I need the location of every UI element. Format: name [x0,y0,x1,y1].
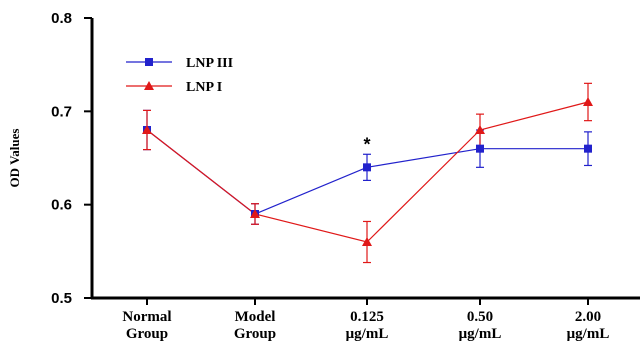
legend-label: LNP I [186,80,222,95]
x-tick-label: 0.125 [350,309,384,325]
x-tick-label: μg/mL [459,326,502,342]
x-tick-label: Model [235,309,276,325]
triangle-marker [362,237,372,246]
y-ticks: 0.5 0.6 0.7 0.8 [51,10,92,307]
square-marker [476,144,484,153]
x-tick-label: Normal [122,309,171,325]
significance-asterisk: * [363,135,370,155]
x-ticks: NormalGroupModelGroup0.125μg/mL0.50μg/mL… [122,298,609,342]
triangle-marker [583,97,593,106]
legend-label: LNP III [186,56,233,71]
square-marker [145,58,153,66]
y-tick-label: 0.8 [51,10,72,27]
triangle-marker [475,125,485,134]
y-tick-label: 0.7 [51,103,72,120]
triangle-marker [250,209,260,218]
x-tick-label: μg/mL [567,326,610,342]
square-marker [363,163,371,172]
legend: LNP III LNP I [126,56,233,95]
y-tick-label: 0.6 [51,197,72,214]
x-tick-label: 2.00 [575,309,601,325]
triangle-marker [144,81,154,90]
axes [90,18,640,300]
y-tick-label: 0.5 [51,290,72,307]
x-tick-label: μg/mL [346,326,389,342]
x-tick-label: 0.50 [467,309,493,325]
x-tick-label: Group [126,326,168,342]
annotations: * [363,135,370,155]
y-axis-label: OD Values [7,129,22,188]
triangle-marker [142,125,152,134]
x-tick-label: Group [234,326,276,342]
series-group [142,82,593,264]
square-marker [584,144,592,153]
